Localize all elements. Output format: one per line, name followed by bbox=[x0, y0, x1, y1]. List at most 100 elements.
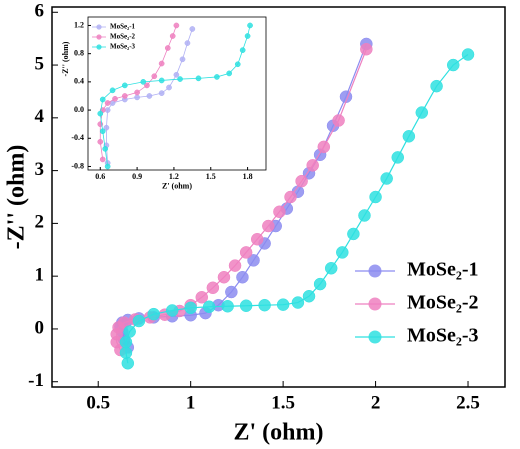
data-point bbox=[184, 301, 197, 315]
data-point bbox=[239, 47, 246, 53]
data-point bbox=[380, 172, 393, 185]
data-point bbox=[184, 40, 191, 46]
data-point bbox=[236, 270, 249, 284]
data-point bbox=[461, 48, 475, 61]
data-point bbox=[146, 93, 153, 99]
data-point bbox=[103, 124, 110, 131]
x-axis-label: Z' (ohm) bbox=[234, 420, 324, 446]
data-point bbox=[273, 205, 286, 219]
data-point bbox=[225, 285, 238, 299]
data-point bbox=[317, 140, 331, 154]
data-point bbox=[109, 87, 116, 94]
data-point bbox=[306, 159, 319, 172]
data-point bbox=[121, 82, 128, 89]
x-tick-label: 2.5 bbox=[456, 392, 480, 413]
data-point bbox=[228, 259, 242, 272]
data-point bbox=[112, 95, 118, 102]
y-tick-label: 3 bbox=[35, 159, 45, 180]
data-point bbox=[97, 138, 104, 145]
data-point bbox=[336, 246, 349, 259]
y-tick-label: -0.4 bbox=[71, 133, 84, 142]
data-point bbox=[102, 145, 109, 152]
x-tick-label: 1.8 bbox=[243, 172, 253, 181]
data-point bbox=[164, 45, 171, 51]
data-point bbox=[177, 76, 183, 82]
data-point bbox=[347, 227, 360, 241]
data-point bbox=[97, 110, 104, 117]
y-tick-label: 0.8 bbox=[74, 48, 84, 57]
legend-marker bbox=[96, 44, 102, 50]
data-point bbox=[99, 156, 106, 163]
data-point bbox=[262, 219, 275, 233]
data-point bbox=[332, 114, 345, 127]
legend-marker bbox=[368, 264, 382, 278]
data-point bbox=[104, 163, 111, 170]
x-tick-label: 0.6 bbox=[95, 172, 105, 181]
data-point bbox=[99, 96, 106, 103]
x-tick-label: 1.5 bbox=[206, 172, 216, 181]
data-point bbox=[134, 94, 140, 101]
data-point bbox=[369, 190, 382, 204]
data-point bbox=[250, 232, 264, 246]
data-point bbox=[324, 262, 338, 275]
plot-marks bbox=[110, 37, 475, 370]
legend-label: MoSe₂-3 bbox=[110, 43, 136, 51]
data-point bbox=[214, 74, 220, 80]
data-point bbox=[302, 289, 316, 303]
data-point bbox=[151, 73, 158, 80]
data-point bbox=[195, 75, 202, 82]
x-tick-label: 1 bbox=[186, 392, 196, 413]
y-tick-label: -1 bbox=[28, 370, 44, 391]
data-point bbox=[276, 298, 290, 311]
data-point bbox=[258, 298, 271, 312]
data-point bbox=[415, 106, 429, 119]
data-point bbox=[104, 107, 111, 113]
data-point bbox=[284, 190, 297, 204]
data-point bbox=[134, 89, 140, 96]
data-point bbox=[202, 300, 216, 314]
data-point bbox=[104, 100, 111, 106]
data-point bbox=[360, 42, 373, 56]
legend-marker bbox=[368, 330, 382, 344]
y-tick-label: 4 bbox=[35, 106, 45, 127]
data-point bbox=[402, 130, 416, 143]
data-point bbox=[123, 325, 136, 338]
data-point bbox=[169, 33, 176, 39]
legend-label: MoSe₂-2 bbox=[110, 33, 136, 41]
data-point bbox=[391, 151, 405, 164]
data-point bbox=[234, 61, 241, 68]
data-point bbox=[121, 93, 128, 99]
data-point bbox=[313, 277, 327, 291]
x-tick-label: 0.5 bbox=[86, 392, 110, 413]
data-point bbox=[239, 299, 253, 312]
data-point bbox=[247, 254, 260, 267]
data-point bbox=[226, 70, 233, 77]
y-tick-label: 2 bbox=[35, 212, 45, 233]
y-axis-label: -Z'' (ohm) bbox=[61, 41, 70, 76]
data-point bbox=[147, 307, 160, 321]
x-tick-label: 1.5 bbox=[271, 392, 295, 413]
data-point bbox=[99, 128, 106, 135]
data-point bbox=[430, 79, 443, 93]
data-point bbox=[221, 300, 234, 313]
data-point bbox=[166, 84, 172, 91]
y-tick-label: 1 bbox=[35, 265, 45, 286]
legend-label: MoSe₂-3 bbox=[407, 325, 479, 347]
legend-label: MoSe₂-1 bbox=[407, 259, 479, 281]
data-point bbox=[158, 90, 165, 96]
data-point bbox=[119, 346, 133, 359]
legend-marker bbox=[368, 297, 382, 311]
data-point bbox=[132, 314, 146, 328]
data-point bbox=[121, 357, 135, 370]
data-point bbox=[217, 270, 231, 284]
data-point bbox=[291, 296, 305, 309]
y-tick-label: 0.0 bbox=[74, 105, 84, 114]
legend-marker bbox=[96, 34, 102, 40]
data-point bbox=[295, 174, 308, 188]
data-point bbox=[173, 71, 180, 78]
data-point bbox=[165, 304, 179, 317]
y-axis-label: -Z'' (ohm) bbox=[4, 145, 30, 250]
data-point bbox=[358, 209, 371, 222]
